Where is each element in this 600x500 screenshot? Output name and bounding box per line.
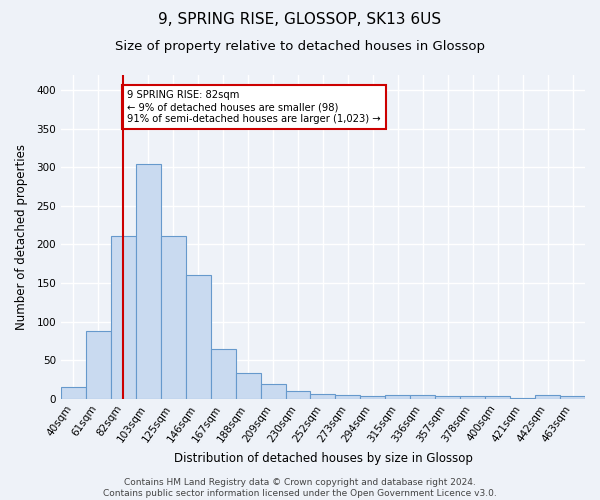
Y-axis label: Number of detached properties: Number of detached properties [15, 144, 28, 330]
Text: 9, SPRING RISE, GLOSSOP, SK13 6US: 9, SPRING RISE, GLOSSOP, SK13 6US [158, 12, 442, 28]
Bar [260, 384, 286, 398]
Bar [86, 331, 111, 398]
Bar [111, 236, 136, 398]
Bar [186, 276, 211, 398]
Bar [211, 350, 236, 399]
Bar [361, 396, 385, 398]
Bar [435, 396, 460, 398]
X-axis label: Distribution of detached houses by size in Glossop: Distribution of detached houses by size … [173, 452, 472, 465]
Bar [560, 396, 585, 398]
Bar [136, 164, 161, 398]
Bar [61, 387, 86, 398]
Bar [485, 396, 510, 398]
Bar [335, 394, 361, 398]
Bar [161, 236, 186, 398]
Text: Size of property relative to detached houses in Glossop: Size of property relative to detached ho… [115, 40, 485, 53]
Bar [535, 396, 560, 398]
Text: Contains HM Land Registry data © Crown copyright and database right 2024.
Contai: Contains HM Land Registry data © Crown c… [103, 478, 497, 498]
Bar [410, 396, 435, 398]
Bar [310, 394, 335, 398]
Bar [286, 391, 310, 398]
Bar [385, 396, 410, 398]
Bar [460, 396, 485, 398]
Text: 9 SPRING RISE: 82sqm
← 9% of detached houses are smaller (98)
91% of semi-detach: 9 SPRING RISE: 82sqm ← 9% of detached ho… [127, 90, 381, 124]
Bar [236, 373, 260, 398]
